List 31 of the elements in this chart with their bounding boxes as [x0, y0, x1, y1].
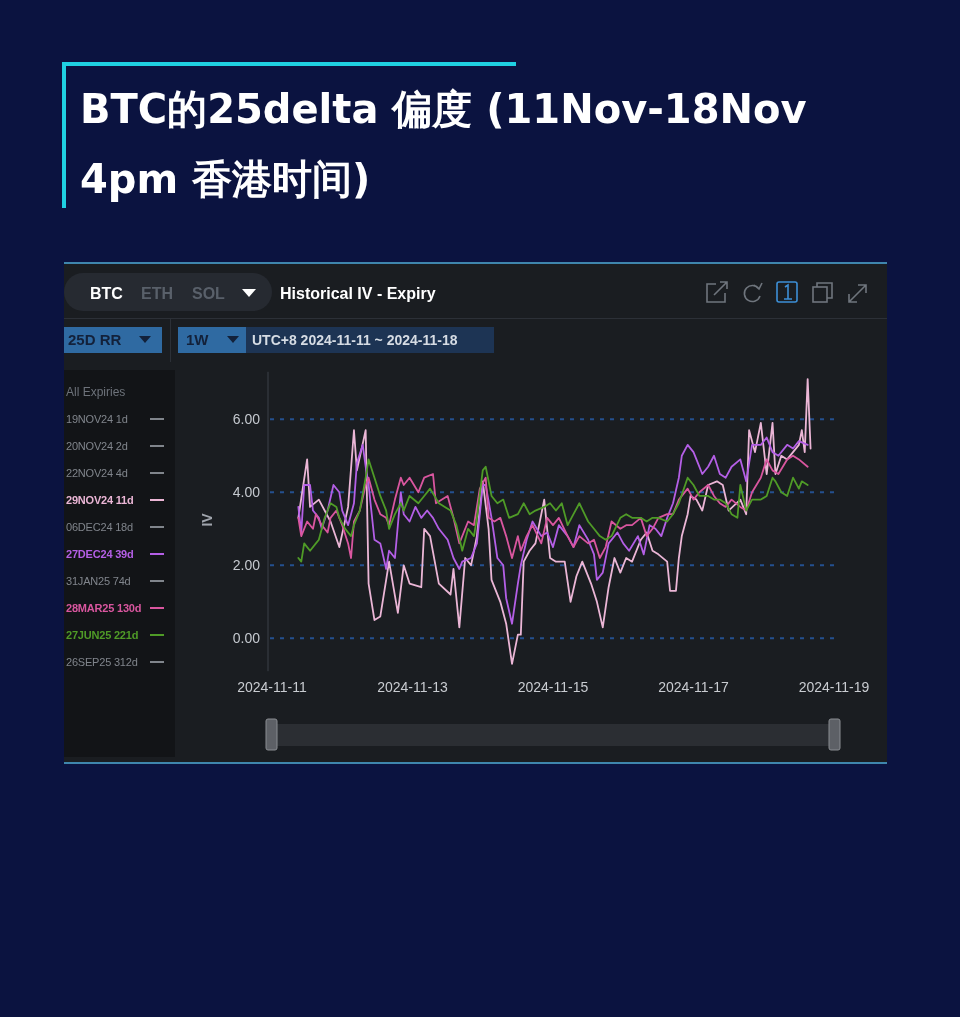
- x-tick-label: 2024-11-17: [658, 679, 729, 695]
- legend-title: All Expiries: [66, 385, 126, 399]
- legend-label: 27DEC24 39d: [66, 548, 134, 560]
- y-tick-label: 0.00: [232, 630, 261, 647]
- legend-label: 06DEC24 18d: [66, 521, 133, 533]
- legend-label: 22NOV24 4d: [66, 467, 128, 479]
- legend-label: 20NOV24 2d: [66, 440, 128, 452]
- chart-title: BTC的25delta 偏度 (11Nov-18Nov 4pm 香港时间): [80, 86, 807, 202]
- x-tick-label: 2024-11-19: [798, 679, 870, 695]
- x-tick-label: 2024-11-15: [517, 679, 589, 695]
- x-tick-label: 2024-11-11: [237, 679, 307, 695]
- y-tick-label: 4.00: [232, 484, 261, 501]
- x-tick-label: 2024-11-13: [377, 679, 448, 695]
- y-tick-label: 2.00: [232, 557, 261, 574]
- line-series: [297, 378, 812, 665]
- y-axis-title: IV: [199, 512, 215, 527]
- legend-label: 26SEP25 312d: [66, 656, 138, 668]
- legend-label: 19NOV24 1d: [66, 413, 128, 425]
- chart-subtitle: Historical IV - Expiry: [280, 285, 436, 302]
- text: ETH: [141, 285, 173, 302]
- y-tick-label: 6.00: [232, 411, 261, 428]
- text: UTC+8 2024-11-11 ~ 2024-11-18: [252, 332, 458, 348]
- text: SOL: [192, 285, 226, 302]
- legend-label: 29NOV24 11d: [66, 494, 134, 506]
- line-series: [297, 436, 809, 625]
- legend-label: 28MAR25 130d: [66, 602, 142, 614]
- legend-label: 27JUN25 221d: [66, 629, 139, 641]
- text: 25D RR: [68, 331, 122, 348]
- text: BTC: [90, 285, 124, 302]
- text: 1W: [186, 331, 210, 348]
- legend-label: 31JAN25 74d: [66, 575, 131, 587]
